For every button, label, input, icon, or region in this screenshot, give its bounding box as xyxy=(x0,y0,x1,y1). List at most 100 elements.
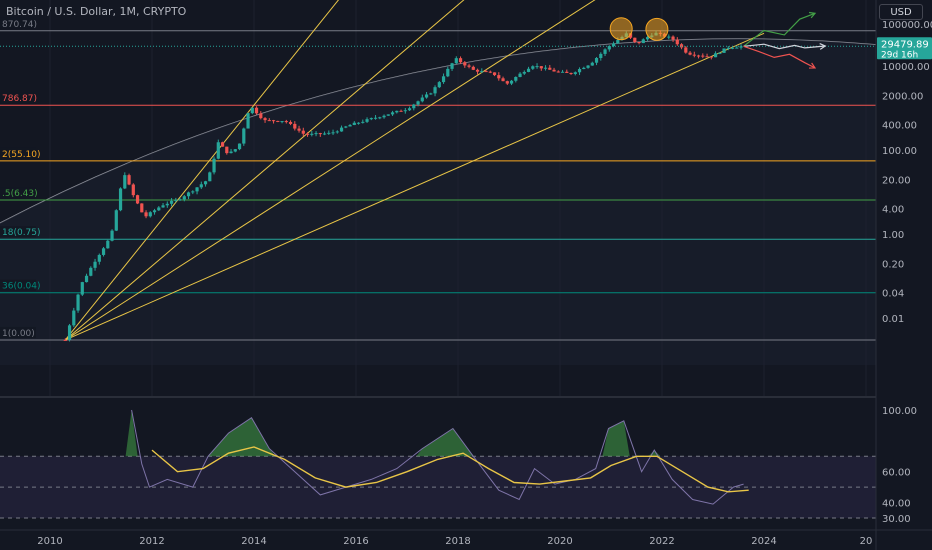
candle-body[interactable] xyxy=(535,66,539,68)
candle-body[interactable] xyxy=(178,199,182,201)
candle-body[interactable] xyxy=(433,87,437,94)
candle-body[interactable] xyxy=(628,33,633,38)
candle-body[interactable] xyxy=(480,71,484,73)
candle-body[interactable] xyxy=(531,66,535,69)
candle-body[interactable] xyxy=(114,210,118,231)
candle-body[interactable] xyxy=(280,121,284,123)
candle-body[interactable] xyxy=(118,188,123,211)
candle-body[interactable] xyxy=(675,39,679,45)
candle-body[interactable] xyxy=(378,117,382,119)
candle-body[interactable] xyxy=(705,56,709,58)
candle-body[interactable] xyxy=(573,72,577,74)
candle-body[interactable] xyxy=(284,121,288,123)
candle-body[interactable] xyxy=(169,200,174,204)
candle-body[interactable] xyxy=(560,71,565,73)
candle-body[interactable] xyxy=(263,118,267,121)
candle-body[interactable] xyxy=(713,53,718,58)
candle-body[interactable] xyxy=(365,119,369,122)
candle-body[interactable] xyxy=(250,107,254,114)
candle-body[interactable] xyxy=(339,127,344,132)
candle-body[interactable] xyxy=(518,73,522,78)
candle-body[interactable] xyxy=(259,113,263,119)
candle-body[interactable] xyxy=(225,146,229,154)
candle-body[interactable] xyxy=(420,97,424,102)
candle-body[interactable] xyxy=(208,172,212,182)
candle-body[interactable] xyxy=(310,133,314,135)
candle-body[interactable] xyxy=(276,120,280,122)
candle-body[interactable] xyxy=(229,151,233,154)
candle-body[interactable] xyxy=(331,132,335,134)
candle-body[interactable] xyxy=(237,143,242,150)
candle-body[interactable] xyxy=(72,310,76,326)
candle-body[interactable] xyxy=(322,133,327,135)
candle-body[interactable] xyxy=(594,58,599,63)
candle-body[interactable] xyxy=(484,71,488,73)
candle-body[interactable] xyxy=(467,65,471,67)
candle-body[interactable] xyxy=(684,47,688,53)
candle-body[interactable] xyxy=(348,125,352,127)
candle-body[interactable] xyxy=(463,62,467,66)
candle-body[interactable] xyxy=(696,55,701,57)
candle-body[interactable] xyxy=(569,72,573,74)
candle-body[interactable] xyxy=(89,267,93,276)
candle-body[interactable] xyxy=(522,71,526,74)
candle-body[interactable] xyxy=(429,93,433,95)
candle-body[interactable] xyxy=(709,56,713,58)
candle-body[interactable] xyxy=(497,75,501,79)
candle-body[interactable] xyxy=(305,133,310,135)
candle-body[interactable] xyxy=(637,41,641,44)
candle-body[interactable] xyxy=(450,63,454,69)
candle-body[interactable] xyxy=(67,325,72,340)
candle-body[interactable] xyxy=(501,78,505,82)
candle-body[interactable] xyxy=(110,230,114,241)
candle-body[interactable] xyxy=(131,184,135,196)
candle-body[interactable] xyxy=(318,133,322,135)
candle-body[interactable] xyxy=(373,117,378,119)
candle-body[interactable] xyxy=(254,107,259,114)
candle-body[interactable] xyxy=(386,114,390,116)
candle-body[interactable] xyxy=(361,121,365,123)
candle-body[interactable] xyxy=(424,94,429,98)
candle-body[interactable] xyxy=(509,80,514,84)
candle-body[interactable] xyxy=(407,108,412,111)
candle-body[interactable] xyxy=(267,120,271,122)
candle-body[interactable] xyxy=(526,68,531,72)
candle-body[interactable] xyxy=(182,196,186,200)
candle-body[interactable] xyxy=(344,126,348,128)
candle-body[interactable] xyxy=(701,55,705,57)
candle-body[interactable] xyxy=(390,112,395,115)
candle-body[interactable] xyxy=(63,339,67,341)
candle-body[interactable] xyxy=(101,248,106,255)
candle-body[interactable] xyxy=(603,49,607,54)
candle-body[interactable] xyxy=(616,40,620,44)
currency-button[interactable]: USD xyxy=(879,4,923,20)
candle-body[interactable] xyxy=(514,77,518,81)
candle-body[interactable] xyxy=(93,261,97,268)
candle-body[interactable] xyxy=(548,67,552,70)
candle-body[interactable] xyxy=(492,72,497,76)
candle-body[interactable] xyxy=(552,69,556,72)
candle-body[interactable] xyxy=(671,36,675,40)
candle-body[interactable] xyxy=(641,39,645,44)
candle-body[interactable] xyxy=(216,142,220,159)
price-pane[interactable]: 870.74) 786.87) 2(55.10) .5(6.43) 18(0.75) 36… xyxy=(0,0,880,530)
candle-body[interactable] xyxy=(590,62,594,66)
candle-body[interactable] xyxy=(645,37,650,40)
candle-body[interactable] xyxy=(471,66,475,70)
candle-body[interactable] xyxy=(165,203,169,206)
candle-body[interactable] xyxy=(718,52,722,54)
candle-body[interactable] xyxy=(412,104,416,109)
candle-body[interactable] xyxy=(191,191,195,193)
candle-body[interactable] xyxy=(174,199,178,201)
candle-body[interactable] xyxy=(84,275,89,283)
candle-body[interactable] xyxy=(297,128,301,131)
candle-body[interactable] xyxy=(123,175,127,189)
candle-body[interactable] xyxy=(454,58,458,64)
candle-body[interactable] xyxy=(127,175,131,185)
candle-body[interactable] xyxy=(233,149,237,152)
candle-body[interactable] xyxy=(135,195,140,204)
candle-body[interactable] xyxy=(271,120,276,122)
candle-body[interactable] xyxy=(97,254,101,262)
candle-body[interactable] xyxy=(288,121,293,124)
candle-body[interactable] xyxy=(416,101,420,105)
